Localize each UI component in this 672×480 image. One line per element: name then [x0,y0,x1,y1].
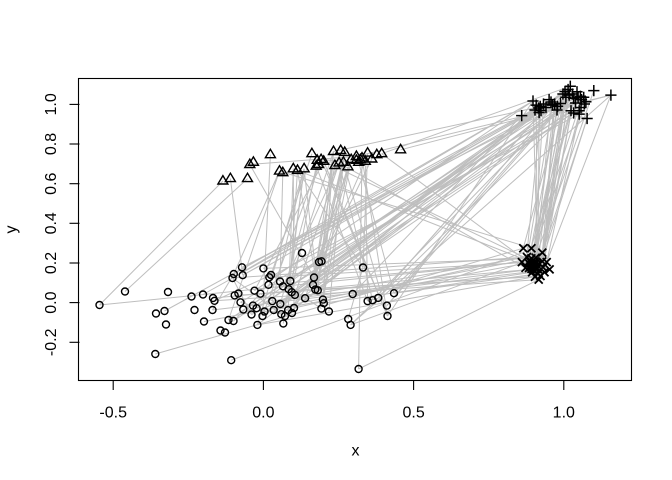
svg-text:x: x [352,443,360,460]
svg-text:0.2: 0.2 [43,252,60,274]
svg-text:0.5: 0.5 [402,405,424,422]
svg-text:0.6: 0.6 [43,172,60,194]
svg-text:-0.2: -0.2 [43,328,60,356]
svg-text:0.8: 0.8 [43,133,60,155]
svg-text:0.0: 0.0 [43,291,60,313]
svg-text:0.0: 0.0 [252,405,274,422]
svg-text:-0.5: -0.5 [99,405,127,422]
svg-text:1.0: 1.0 [553,405,575,422]
svg-text:1.0: 1.0 [43,93,60,115]
svg-text:y: y [3,226,20,234]
svg-text:0.4: 0.4 [43,212,60,234]
